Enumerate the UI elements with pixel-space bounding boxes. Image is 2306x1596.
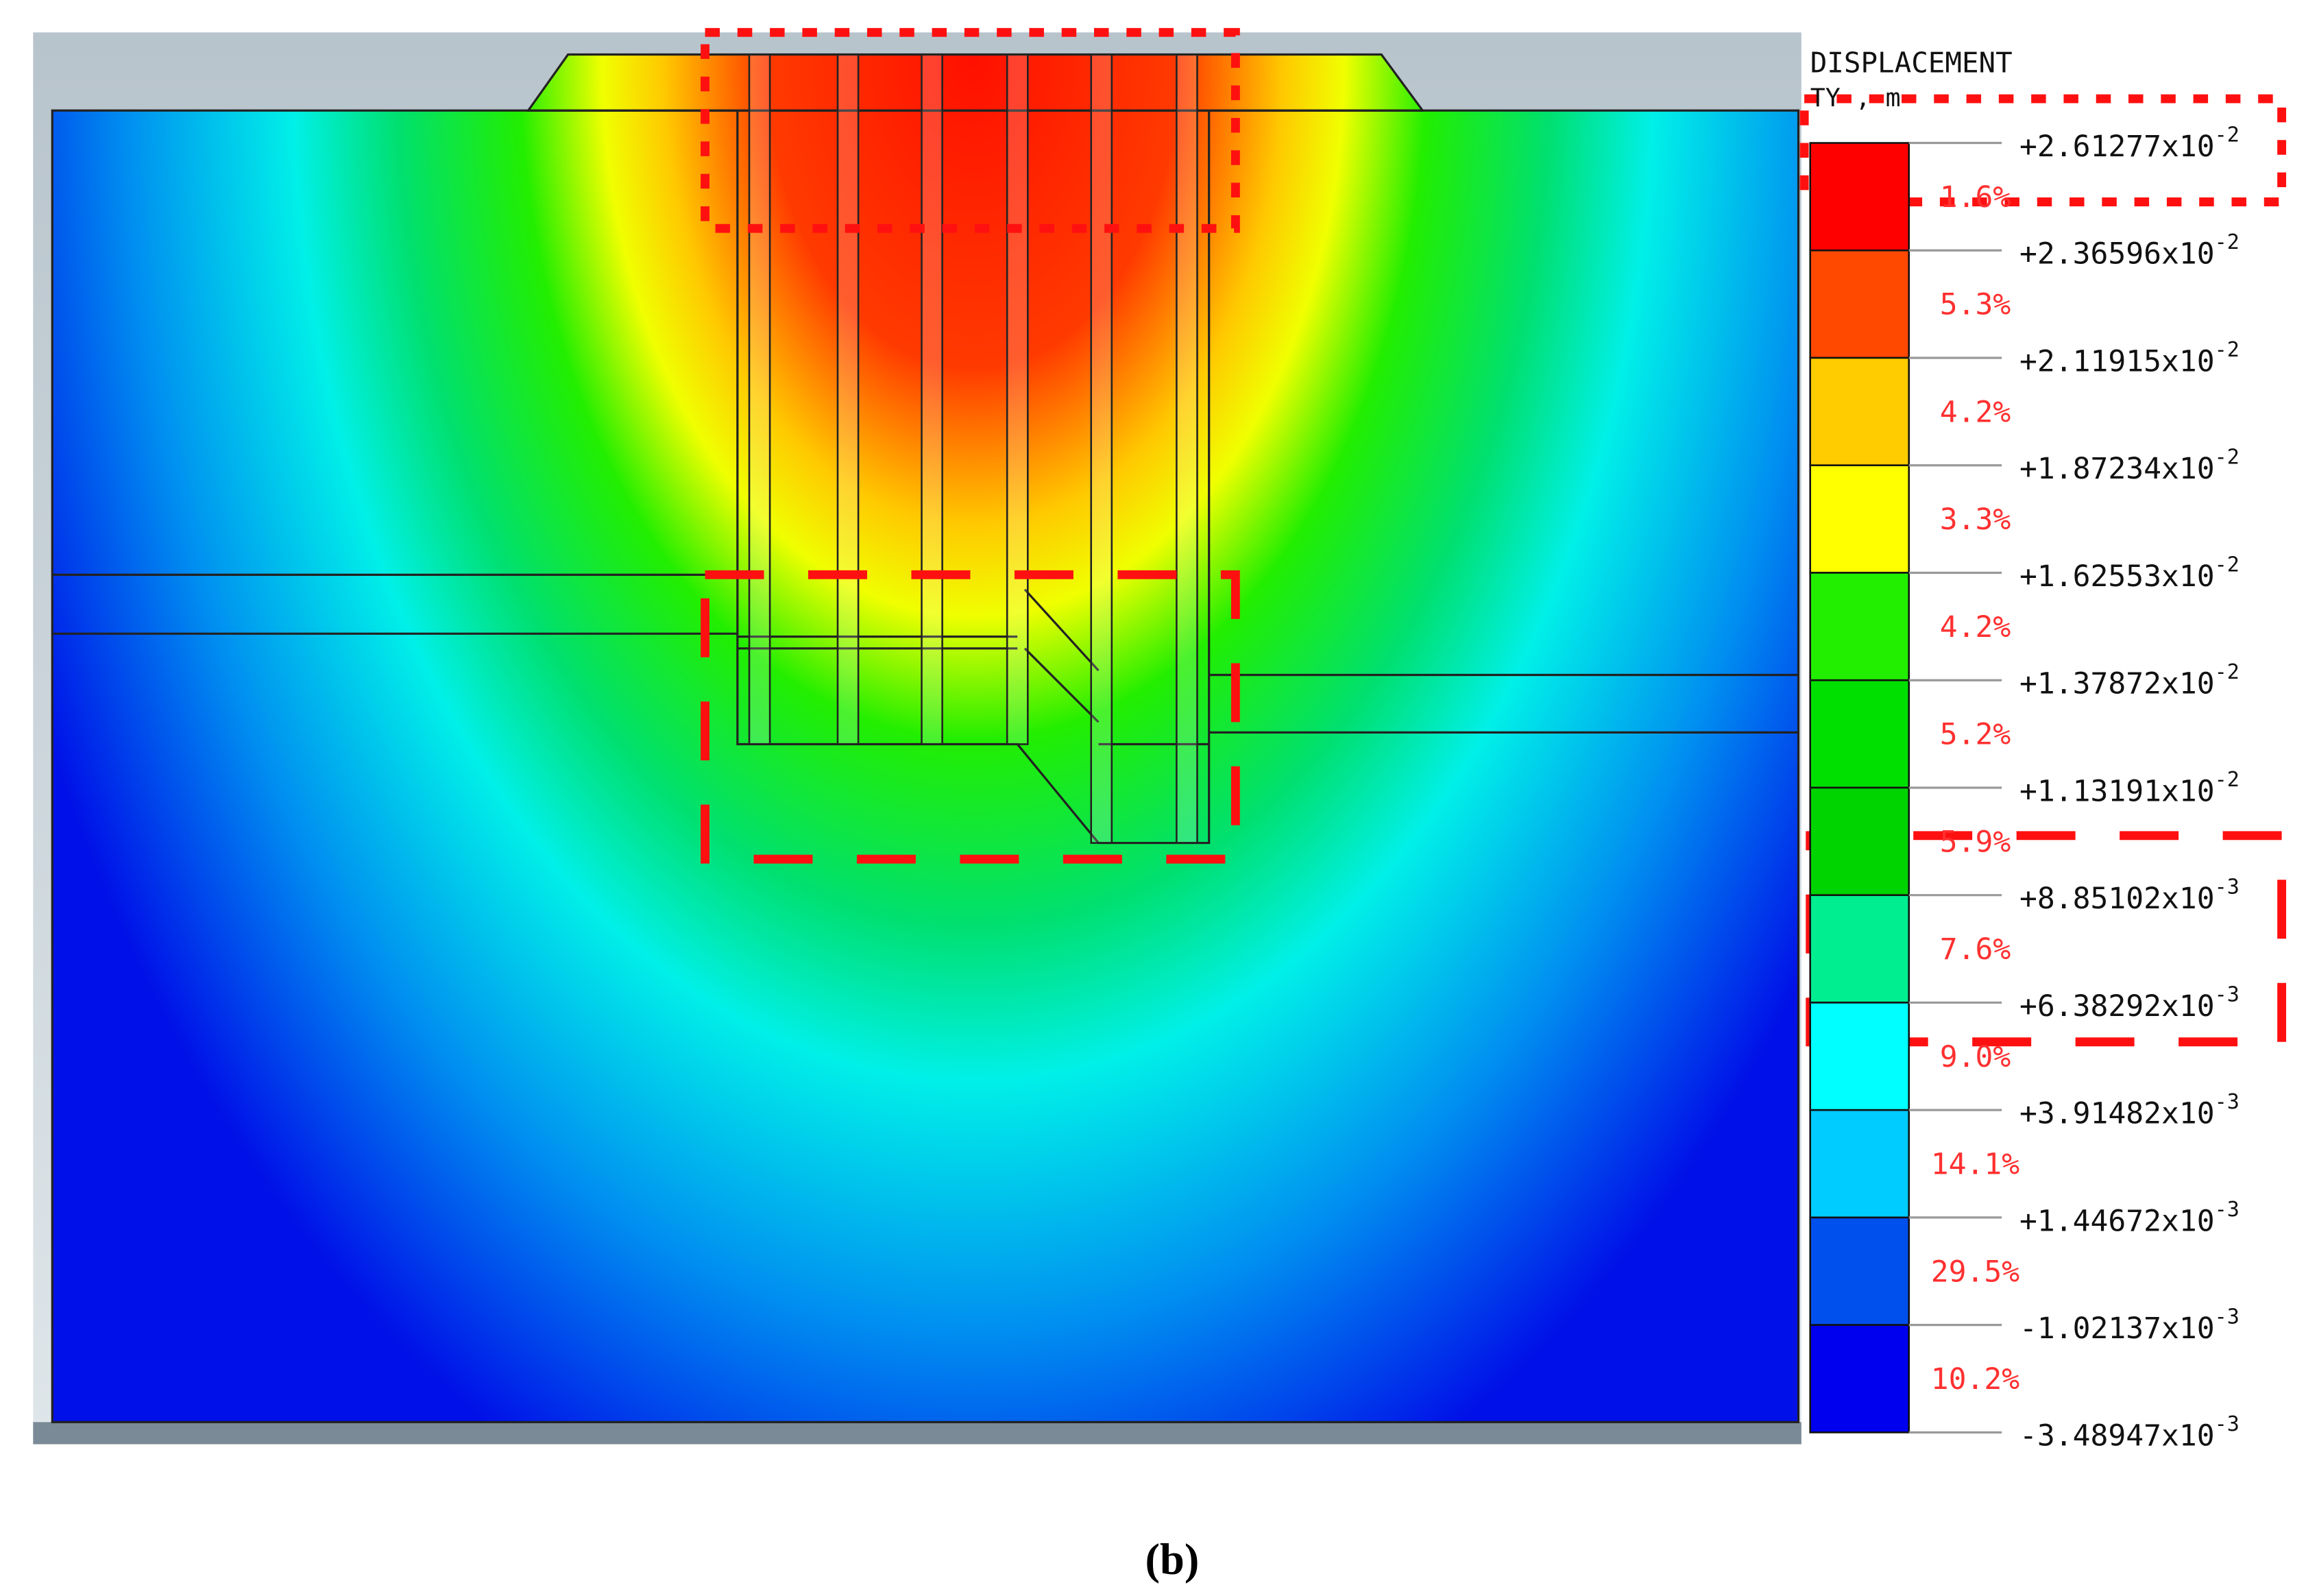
level-label: +8.85102x10-3 <box>2019 875 2240 916</box>
level-label: +1.37872x10-2 <box>2019 660 2240 701</box>
level-label: +1.13191x10-2 <box>2019 768 2240 808</box>
level-label: +1.87234x10-2 <box>2019 446 2240 486</box>
level-mantissa: +1.37872x10 <box>2019 667 2215 701</box>
level-exponent: -2 <box>2215 123 2240 147</box>
level-exponent: -2 <box>2215 446 2240 470</box>
level-exponent: -3 <box>2215 1090 2240 1114</box>
level-exponent: -2 <box>2215 338 2240 362</box>
band-percent: 5.9% <box>1940 825 2011 859</box>
level-exponent: -3 <box>2215 1198 2240 1222</box>
level-mantissa: +1.62553x10 <box>2019 559 2215 594</box>
legend-dotted-box <box>1799 94 2287 206</box>
pile <box>836 53 860 745</box>
legend-title: DISPLACEMENT <box>1810 46 2013 79</box>
dashed-box <box>701 570 1240 864</box>
level-exponent: -3 <box>2215 1412 2240 1436</box>
legend-band <box>1809 464 1910 574</box>
level-label: +2.36596x10-2 <box>2019 230 2240 271</box>
level-exponent: -2 <box>2215 768 2240 792</box>
level-mantissa: +1.87234x10 <box>2019 452 2215 486</box>
pile <box>921 53 943 745</box>
legend-band <box>1809 1324 1910 1434</box>
pile <box>1176 53 1198 844</box>
level-label: +6.38292x10-3 <box>2019 982 2240 1023</box>
level-label: -1.02137x10-3 <box>2019 1305 2240 1346</box>
legend-band <box>1809 356 1910 467</box>
level-mantissa: -3.48947x10 <box>2019 1419 2215 1453</box>
dotted-box <box>701 27 1240 233</box>
frame-bottom <box>33 1422 1801 1444</box>
legend-band <box>1809 1109 1910 1219</box>
level-label: +3.91482x10-3 <box>2019 1090 2240 1130</box>
legend-band <box>1809 1002 1910 1111</box>
level-mantissa: +3.91482x10 <box>2019 1097 2215 1131</box>
band-percent: 9.0% <box>1940 1040 2011 1074</box>
band-percent: 5.3% <box>1940 288 2011 322</box>
level-exponent: -3 <box>2215 982 2240 1006</box>
pile <box>1090 53 1113 844</box>
level-mantissa: +2.11915x10 <box>2019 344 2215 378</box>
level-mantissa: +1.44672x10 <box>2019 1204 2215 1238</box>
band-percent: 4.2% <box>1940 610 2011 644</box>
legend-band <box>1809 1216 1910 1326</box>
caption: (b) <box>1145 1535 1200 1584</box>
level-label: -3.48947x10-3 <box>2019 1412 2240 1453</box>
level-mantissa: +1.13191x10 <box>2019 774 2215 808</box>
level-exponent: -3 <box>2215 1305 2240 1329</box>
level-mantissa: +2.36596x10 <box>2019 237 2215 271</box>
level-mantissa: +2.61277x10 <box>2019 130 2215 164</box>
level-label: +2.61277x10-2 <box>2019 123 2240 163</box>
band-percent: 10.2% <box>1931 1362 2020 1396</box>
band-percent: 1.6% <box>1940 180 2011 215</box>
legend-band <box>1809 679 1910 789</box>
level-label: +2.11915x10-2 <box>2019 338 2240 378</box>
legend: 1.6% 5.3% 4.2% 3.3% 4.2% 5.2% 5.9% 7.6% 9.0% 14.1… <box>1809 123 2240 1453</box>
band-percent: 14.1% <box>1931 1148 2020 1182</box>
level-exponent: -2 <box>2215 660 2240 684</box>
band-percent: 4.2% <box>1940 395 2011 429</box>
band-percent: 7.6% <box>1940 932 2011 967</box>
band-percent: 29.5% <box>1931 1255 2020 1289</box>
level-label: +1.44672x10-3 <box>2019 1198 2240 1238</box>
contour-field <box>51 53 1800 1423</box>
embankment <box>526 53 1425 112</box>
band-percent: 5.2% <box>1940 718 2011 752</box>
level-exponent: -2 <box>2215 230 2240 254</box>
band-percent: 3.3% <box>1940 503 2011 537</box>
level-label: +1.62553x10-2 <box>2019 553 2240 593</box>
legend-band <box>1809 142 1910 252</box>
piles <box>748 53 1198 844</box>
level-mantissa: +8.85102x10 <box>2019 882 2215 916</box>
level-exponent: -2 <box>2215 553 2240 577</box>
legend-unit: TY , m <box>1810 83 1901 112</box>
legend-band <box>1809 572 1910 681</box>
soil-domain <box>51 109 1800 1423</box>
legend-band <box>1809 786 1910 896</box>
legend-band <box>1809 894 1910 1004</box>
legend-band <box>1809 249 1910 359</box>
pile <box>1006 53 1029 745</box>
level-exponent: -3 <box>2215 875 2240 899</box>
mesh-lines <box>52 109 1799 845</box>
level-mantissa: +6.38292x10 <box>2019 989 2215 1024</box>
level-mantissa: -1.02137x10 <box>2019 1311 2215 1346</box>
pile <box>748 53 771 745</box>
